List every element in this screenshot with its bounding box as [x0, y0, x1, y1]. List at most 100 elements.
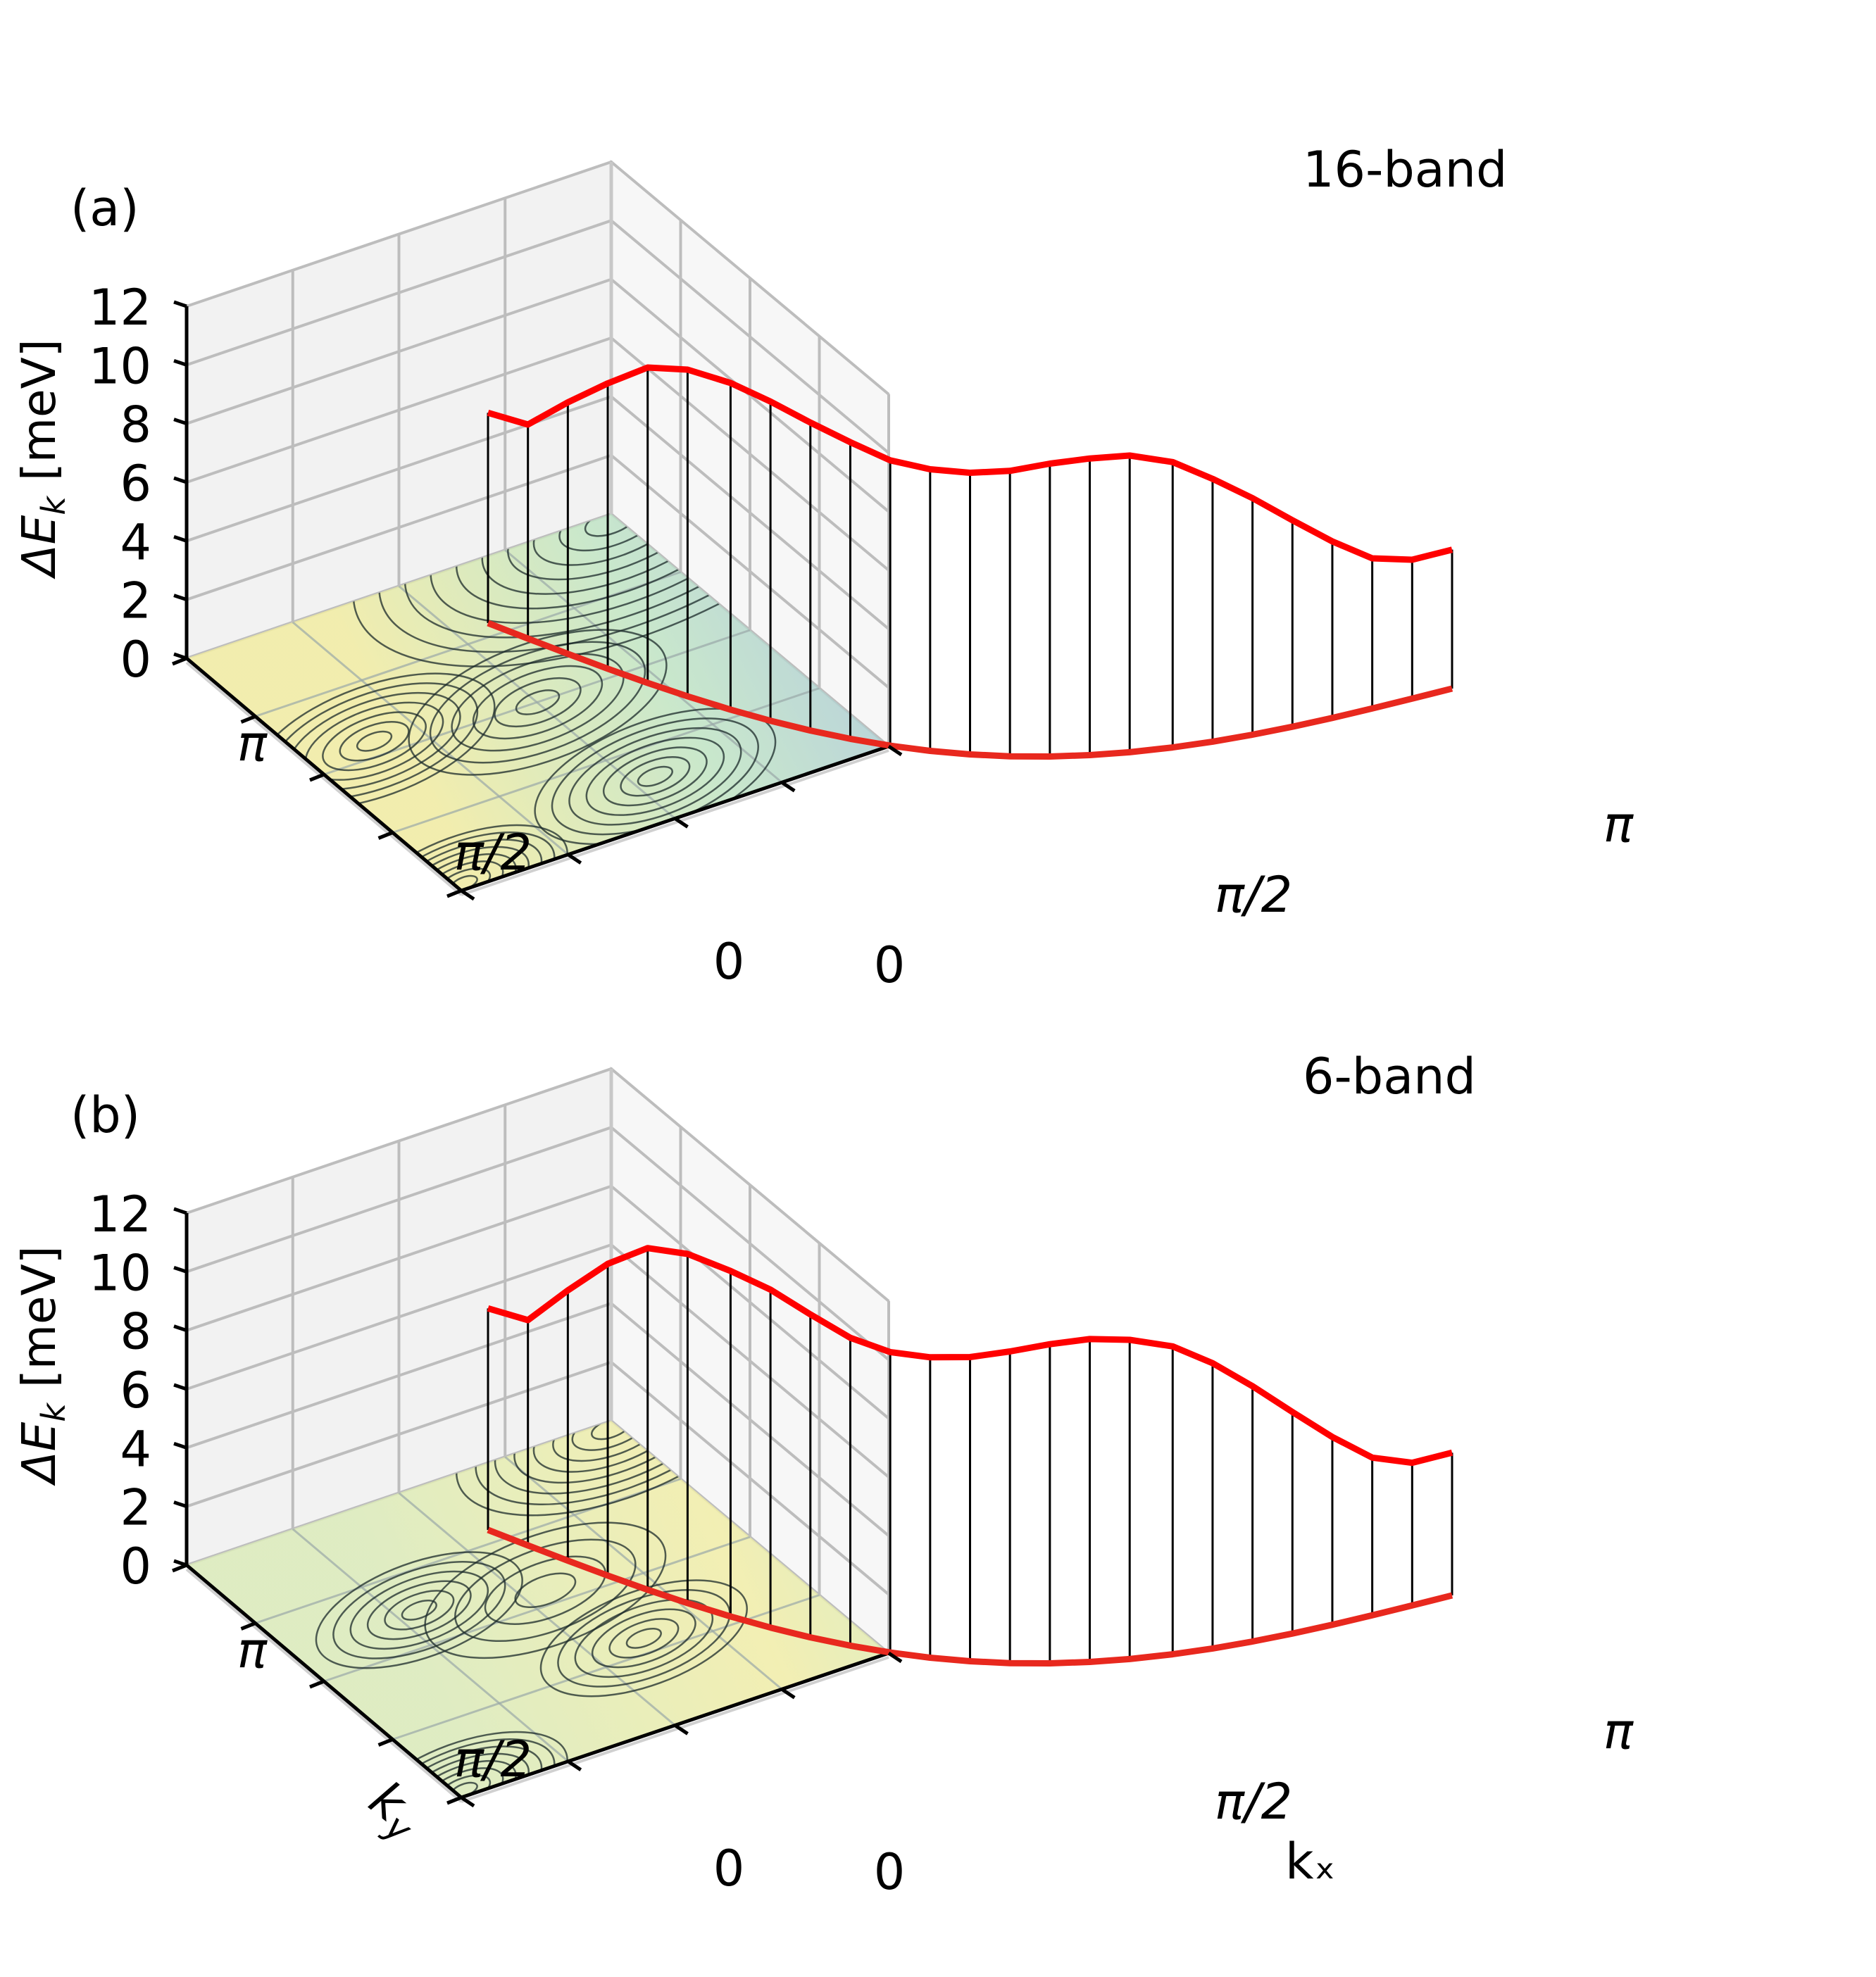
z-tick-label: 4 — [120, 1420, 151, 1478]
contour-line — [532, 1421, 689, 1473]
z-axis-label-unit: [meV] — [12, 1245, 66, 1388]
floor-trace-curve — [487, 1526, 1453, 1667]
z-tick-mark — [173, 1207, 187, 1215]
z-tick-label: 10 — [89, 337, 151, 395]
y-tick-label: 0 — [713, 933, 745, 991]
contour-line — [352, 514, 870, 667]
contour-line — [430, 514, 792, 625]
contour-line — [608, 1618, 680, 1659]
contour-line — [384, 1590, 455, 1631]
z-tick-mark — [173, 1265, 187, 1274]
z-tick-label: 6 — [120, 1362, 151, 1419]
z-axis-label: ΔEk [meV] — [12, 339, 73, 579]
z-axis-label: ΔEk [meV] — [12, 1245, 73, 1486]
contour-line — [571, 1421, 651, 1451]
contour-line — [373, 1738, 556, 1797]
contour-line — [591, 1608, 696, 1669]
z-tick-label: 8 — [120, 1303, 151, 1361]
floor-grid-line — [504, 549, 783, 784]
contour-line — [557, 1589, 731, 1688]
x-tick-labels: 0 π/2 π — [460, 1651, 1634, 1901]
y-tick-labels: 0 π/2 π — [172, 1563, 744, 1897]
diagonal-curves — [487, 1245, 1453, 1667]
contour-line — [532, 514, 689, 566]
y-tick-label: π — [237, 1621, 268, 1679]
y-tick-mark — [240, 1621, 256, 1631]
contour-line — [339, 721, 410, 762]
z-tick-mark — [173, 1500, 187, 1509]
contour-line — [349, 1570, 489, 1650]
contour-line — [366, 1580, 472, 1640]
y-tick-mark — [309, 1679, 325, 1689]
floor-grid-line — [504, 1456, 783, 1690]
x-tick-mark — [567, 853, 582, 865]
z-axis-label-sub: k — [35, 495, 73, 515]
y-axis-label: ky — [355, 1770, 434, 1852]
x-tick-mark — [780, 1688, 796, 1700]
z-tick-label: 0 — [120, 1538, 151, 1595]
contour-line — [515, 689, 561, 715]
diagonal-stems — [487, 367, 1453, 757]
contour-line — [539, 1579, 748, 1697]
z-tick-label: 2 — [120, 572, 151, 630]
x-tick-label: 0 — [874, 1843, 906, 1901]
x-tick-label: π — [1603, 1702, 1634, 1760]
contour-line — [484, 1555, 606, 1626]
contour-line — [425, 1767, 504, 1797]
contour-line — [373, 831, 556, 891]
y-tick-mark — [377, 831, 394, 840]
z-axis-label-main: ΔE — [12, 515, 66, 579]
contour-line — [568, 727, 742, 826]
contour-line — [585, 736, 725, 816]
chart-title: 6-band — [1303, 1048, 1476, 1105]
contour-line — [437, 1774, 492, 1797]
contour-line — [356, 730, 393, 752]
y-axis-pane-edge — [185, 661, 463, 896]
y-tick-mark — [172, 1563, 187, 1573]
contour-line — [386, 839, 543, 891]
y-tick-mark — [446, 1795, 462, 1805]
contour-floor — [187, 514, 889, 891]
y-tick-labels: 0 π/2 π — [172, 656, 745, 991]
contour-line — [481, 514, 741, 595]
y-tick-label: π/2 — [454, 824, 532, 881]
contour-line — [552, 1421, 670, 1462]
x-axis-label: kₓ — [1285, 1833, 1336, 1890]
z-tick-label: 10 — [89, 1244, 151, 1302]
x-tick-labels: 0 π/2 π — [460, 744, 1634, 994]
z-tick-mark — [173, 358, 187, 367]
y-tick-label: π/2 — [454, 1731, 532, 1788]
x-tick-mark — [887, 744, 903, 757]
panel-label: (a) — [70, 180, 139, 237]
y-tick-label: π — [237, 715, 268, 772]
contour-line — [411, 853, 517, 891]
panel-label: (b) — [70, 1086, 140, 1144]
z-tick-mark — [173, 418, 187, 426]
contour-line — [399, 1752, 530, 1797]
x-tick-label: π/2 — [1215, 866, 1292, 924]
dE-curve — [487, 1245, 1453, 1467]
z-tick-mark — [173, 1324, 187, 1333]
z-axis-label-main: ΔE — [12, 1421, 66, 1486]
x-tick-mark — [780, 781, 796, 793]
contour-line — [455, 514, 767, 610]
z-tick-mark — [173, 1441, 187, 1450]
contour-line — [404, 514, 818, 639]
y-axis-pane-edge — [185, 1568, 463, 1803]
contour-line — [429, 641, 646, 764]
contour-line — [360, 824, 568, 891]
z-tick-mark — [173, 1383, 187, 1391]
contour-line — [513, 1421, 709, 1484]
z-tick-label: 12 — [89, 279, 151, 337]
contour-line — [399, 846, 530, 891]
floor-grid-line — [323, 629, 751, 776]
contour-line — [386, 1745, 543, 1797]
z-tick-label: 2 — [120, 1479, 151, 1537]
contour-line — [494, 677, 582, 728]
chart-title: 16-band — [1303, 141, 1507, 199]
diagonal-stems — [487, 1248, 1453, 1664]
